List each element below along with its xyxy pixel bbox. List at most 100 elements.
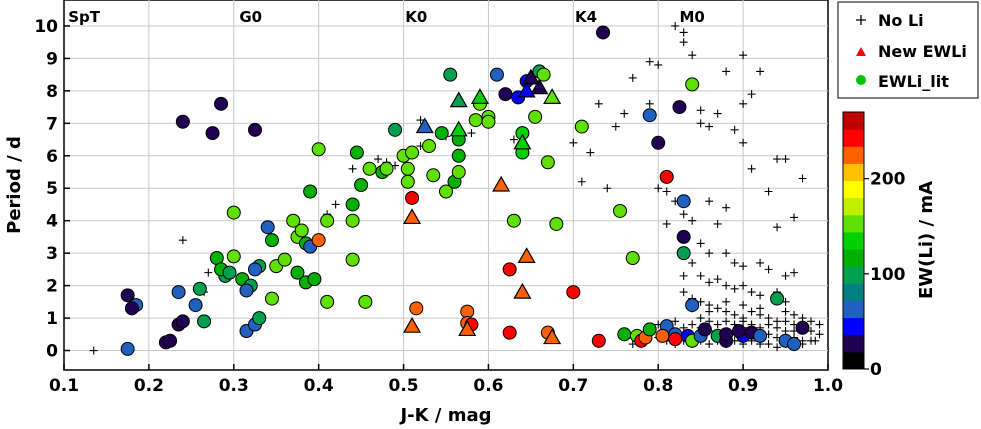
- no-li-point: [764, 320, 773, 329]
- ewli-lit-point: [260, 220, 275, 235]
- no-li-point: [696, 106, 705, 115]
- colorbar-tick-label: 100: [870, 265, 906, 285]
- ewli-lit-point: [591, 333, 606, 348]
- ewli-lit-point: [400, 161, 415, 176]
- no-li-point: [747, 90, 756, 99]
- no-li-point: [781, 307, 790, 316]
- no-li-point: [348, 164, 357, 173]
- ewli-lit-point: [528, 109, 543, 124]
- spectral-type-label: G0: [239, 8, 262, 26]
- no-li-point: [204, 268, 213, 277]
- ewli-lit-point: [719, 327, 734, 342]
- colorbar-segment: [843, 197, 864, 216]
- ewli-lit-point: [549, 216, 564, 231]
- spectral-type-label: K0: [405, 8, 427, 26]
- ewli-lit-point: [574, 119, 589, 134]
- no-li-point: [722, 203, 731, 212]
- no-li-point: [178, 236, 187, 245]
- ewli-lit-point: [171, 285, 186, 300]
- ewli-lit-point: [248, 262, 262, 277]
- no-li-point: [705, 278, 714, 287]
- no-li-point: [756, 258, 765, 267]
- ewli-lit-point: [362, 161, 377, 176]
- new-ewli-point: [449, 91, 468, 108]
- legend: No Li New EWLi EWLi_lit: [837, 1, 979, 99]
- no-li-point: [756, 67, 765, 76]
- no-li-point: [679, 210, 688, 219]
- ewli-lit-point: [286, 213, 301, 228]
- ewli-lit-point: [311, 142, 326, 157]
- no-li-point: [713, 219, 722, 228]
- triangle-marker-icon: [856, 47, 866, 56]
- ewli-lit-point: [294, 223, 309, 238]
- ewli-lit-point: [354, 178, 369, 192]
- ewli-lit-point: [536, 67, 551, 82]
- no-li-point: [671, 317, 680, 326]
- ewli-lit-point: [753, 328, 768, 343]
- spectral-type-label: M0: [679, 8, 704, 26]
- colorbar-segment: [843, 231, 864, 250]
- no-li-point: [467, 129, 476, 138]
- no-li-point: [688, 320, 697, 329]
- new-ewli-point: [492, 175, 511, 192]
- no-li-point: [705, 340, 714, 349]
- legend-item-new-ewli: New EWLi: [856, 42, 967, 61]
- y-tick-label: 3: [46, 244, 58, 264]
- ewli-lit-point: [502, 262, 517, 277]
- ewli-lit-point: [676, 246, 691, 261]
- no-li-point: [764, 265, 773, 274]
- colorbar-segment: [843, 300, 864, 319]
- ewli-lit-point: [731, 324, 746, 339]
- ewli-lit-point: [697, 322, 712, 337]
- ewli-lit-point: [197, 314, 212, 329]
- ewli-lit-point: [290, 265, 305, 280]
- no-li-point: [416, 116, 425, 125]
- ewli-lit-point: [388, 122, 403, 137]
- no-li-point: [739, 262, 748, 271]
- no-li-point: [713, 109, 722, 118]
- colorbar-tick-label: 200: [870, 170, 906, 190]
- no-li-point: [620, 109, 629, 118]
- ewli-lit-point: [345, 252, 360, 267]
- no-li-point: [739, 281, 748, 290]
- colorbar-segment: [843, 163, 864, 182]
- no-li-point: [781, 271, 790, 280]
- no-li-point: [739, 301, 748, 310]
- new-ewli-point: [543, 328, 562, 345]
- no-li-point: [798, 314, 807, 323]
- x-axis-ticks: 0.1 0.2 0.3 0.4 0.5 0.6 0.7 0.8 0.9 1.0: [49, 364, 843, 396]
- no-li-point: [722, 317, 731, 326]
- ewli-lit-point: [502, 325, 517, 340]
- no-li-point: [773, 343, 782, 352]
- ewli-lit-point: [668, 332, 683, 347]
- plus-marker-icon: [856, 15, 866, 25]
- x-tick-label: 0.7: [558, 376, 588, 396]
- ewli-lit-point: [214, 96, 229, 111]
- ewli-lit-point: [188, 298, 203, 313]
- no-li-point: [790, 213, 799, 222]
- no-li-point: [798, 174, 807, 183]
- no-li-point: [722, 281, 731, 290]
- ewli-lit-point: [320, 294, 335, 309]
- no-li-point: [688, 51, 697, 60]
- ewli-lit-point: [409, 301, 424, 316]
- no-li-point: [569, 138, 578, 147]
- ewli-lit-point: [468, 113, 483, 128]
- x-tick-label: 0.4: [304, 376, 334, 396]
- colorbar-segment: [843, 146, 864, 164]
- colorbar: 0 100 200 EW(Li) / mA: [842, 111, 937, 380]
- ewli-lit-point: [596, 25, 611, 40]
- no-li-point: [509, 135, 518, 144]
- no-li-point: [688, 216, 697, 225]
- ewli-lit-point: [163, 333, 178, 348]
- ewli-lit-point: [489, 67, 504, 82]
- colorbar-title: EW(Li) / mA: [916, 181, 937, 299]
- new-ewli-point: [513, 133, 532, 150]
- no-li-point: [781, 155, 790, 164]
- y-tick-label: 1: [46, 309, 58, 329]
- ewli-lit-point: [795, 320, 810, 335]
- ewli-lit-point: [451, 148, 466, 163]
- ewli-lit-point: [311, 233, 326, 248]
- no-li-point: [331, 200, 340, 209]
- x-tick-label: 0.2: [134, 376, 164, 396]
